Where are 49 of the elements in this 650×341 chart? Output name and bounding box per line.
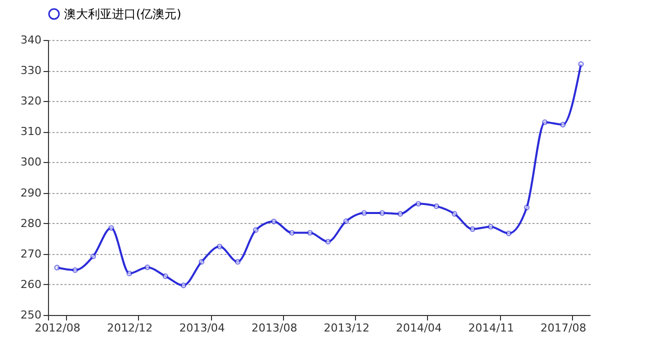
point	[289, 230, 295, 236]
point	[343, 218, 349, 224]
y-tick-label: 340	[20, 34, 42, 46]
point	[325, 238, 331, 244]
point	[361, 210, 368, 216]
point	[578, 61, 584, 67]
point	[379, 210, 386, 216]
point	[216, 244, 222, 250]
point	[252, 227, 259, 233]
point	[234, 259, 241, 265]
point	[434, 203, 440, 210]
point	[470, 226, 476, 232]
point	[180, 282, 186, 288]
x-tick-label: 2013/08	[251, 322, 298, 334]
point	[488, 224, 494, 230]
x-tick-label: 2012/08	[34, 322, 80, 334]
point	[126, 270, 132, 276]
point	[144, 264, 150, 270]
x-tick-label: 2012/12	[106, 322, 153, 334]
point	[162, 273, 168, 280]
y-tick-label: 270	[20, 247, 42, 260]
x-tick-label: 2014/11	[468, 322, 514, 334]
point	[108, 225, 114, 231]
point	[524, 204, 530, 210]
x-tick-label: 2014/04	[396, 322, 442, 334]
point	[198, 259, 204, 265]
y-tick-label: 310	[20, 125, 42, 138]
point	[416, 200, 422, 207]
point	[307, 230, 313, 236]
point	[397, 211, 404, 217]
point	[72, 267, 78, 273]
point	[452, 211, 458, 217]
y-tick-label: 330	[20, 64, 42, 78]
y-tick-label: 300	[20, 156, 42, 169]
y-tick-label: 320	[20, 94, 42, 108]
y-tick-label: 260	[20, 278, 42, 291]
x-tick-label: 2013/04	[179, 322, 225, 334]
x-tick-label: 2017/08	[540, 322, 586, 334]
point	[560, 122, 566, 128]
x-tick-label: 2013/12	[324, 322, 370, 334]
y-tick-label: 280	[20, 216, 42, 230]
point	[90, 254, 96, 260]
point	[270, 218, 277, 224]
y-tick-label: 290	[20, 186, 42, 200]
point	[54, 264, 60, 270]
legend-label: 澳大利亚进口(亿澳元)	[64, 7, 182, 21]
point	[506, 230, 512, 236]
point	[542, 119, 548, 126]
y-tick-label: 250	[20, 308, 42, 322]
